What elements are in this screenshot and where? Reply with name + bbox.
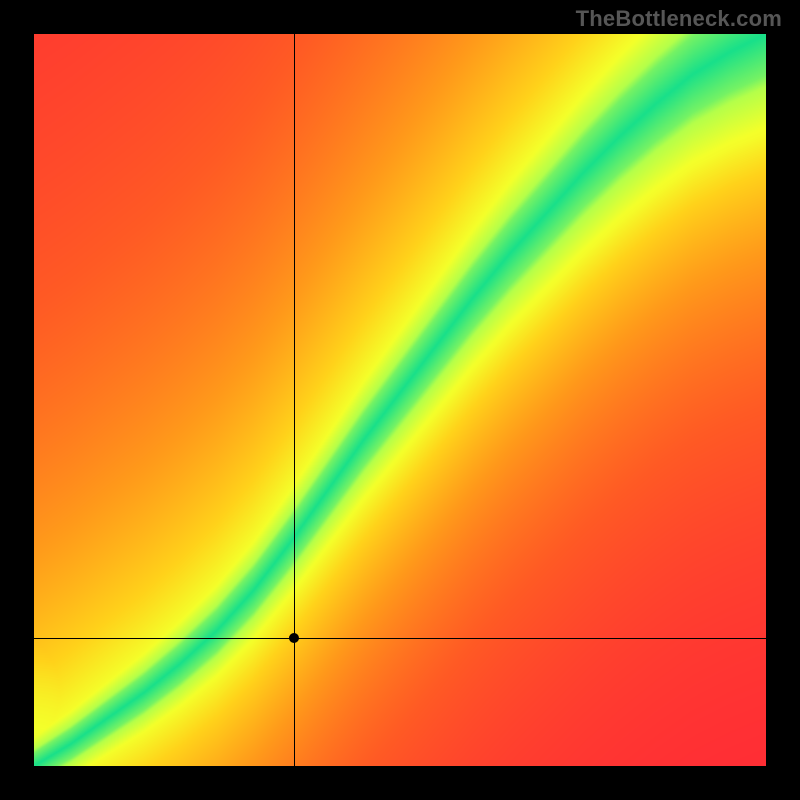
chart-stage: TheBottleneck.com <box>0 0 800 800</box>
crosshair-marker <box>289 633 299 643</box>
crosshair-horizontal <box>34 638 766 639</box>
watermark-text: TheBottleneck.com <box>576 6 782 32</box>
crosshair-vertical <box>294 34 295 766</box>
bottleneck-heatmap <box>34 34 766 766</box>
